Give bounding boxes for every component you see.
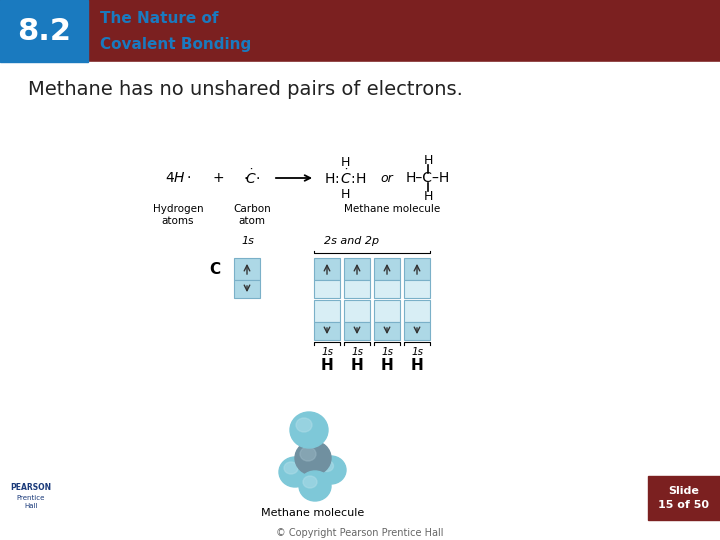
Bar <box>648 476 720 520</box>
Text: 2s and 2p: 2s and 2p <box>325 236 379 246</box>
Text: +: + <box>212 171 224 185</box>
Text: H: H <box>423 190 433 202</box>
Bar <box>374 280 400 298</box>
Polygon shape <box>0 0 65 145</box>
Polygon shape <box>490 420 720 540</box>
Bar <box>314 300 340 322</box>
Bar <box>314 322 340 340</box>
Text: C: C <box>210 261 220 276</box>
Text: Covalent Bonding: Covalent Bonding <box>100 37 251 52</box>
Text: $\cdot\!\dot{C}\!\cdot$: $\cdot\!\dot{C}\!\cdot$ <box>243 168 261 187</box>
Ellipse shape <box>296 418 312 432</box>
Text: © Copyright Pearson Prentice Hall: © Copyright Pearson Prentice Hall <box>276 528 444 538</box>
Bar <box>344 300 370 322</box>
Polygon shape <box>0 0 60 100</box>
Polygon shape <box>0 0 47 97</box>
Ellipse shape <box>320 461 333 471</box>
Bar <box>314 258 340 280</box>
Bar <box>314 280 340 298</box>
Text: Carbon
atom: Carbon atom <box>233 204 271 226</box>
Text: 8.2: 8.2 <box>17 17 71 45</box>
Bar <box>404 280 430 298</box>
Text: H: H <box>423 153 433 166</box>
Bar <box>344 280 370 298</box>
Ellipse shape <box>316 456 346 484</box>
Text: H: H <box>320 358 333 373</box>
Polygon shape <box>0 0 80 150</box>
Bar <box>404 258 430 280</box>
Bar <box>344 258 370 280</box>
Polygon shape <box>510 480 720 540</box>
Polygon shape <box>490 320 720 540</box>
Text: 1s: 1s <box>351 347 363 357</box>
Text: Prentice
Hall: Prentice Hall <box>17 496 45 509</box>
Text: H–C–H: H–C–H <box>406 171 450 185</box>
Text: H: H <box>381 358 393 373</box>
Text: Methane molecule: Methane molecule <box>344 204 440 214</box>
Bar <box>234 258 260 280</box>
Polygon shape <box>515 440 720 540</box>
Text: 1s: 1s <box>242 236 254 246</box>
Bar <box>374 258 400 280</box>
Text: Methane has no unshared pairs of electrons.: Methane has no unshared pairs of electro… <box>28 80 463 99</box>
Text: $4H\cdot$: $4H\cdot$ <box>165 171 192 185</box>
Text: H: H <box>410 358 423 373</box>
Ellipse shape <box>279 457 311 487</box>
Bar <box>404 322 430 340</box>
Bar <box>374 300 400 322</box>
Text: Single Covalent Bonds: Single Covalent Bonds <box>275 22 485 40</box>
Bar <box>0 0 720 62</box>
Text: >: > <box>252 22 268 40</box>
Ellipse shape <box>300 447 316 461</box>
Text: H: H <box>341 187 350 200</box>
Ellipse shape <box>303 476 317 488</box>
Text: H: H <box>341 156 350 168</box>
Text: The Nature of: The Nature of <box>100 11 218 26</box>
Text: 1s: 1s <box>321 347 333 357</box>
Bar <box>344 322 370 340</box>
Bar <box>4 478 59 528</box>
Ellipse shape <box>284 462 298 474</box>
Bar <box>0 0 88 62</box>
Bar <box>404 300 430 322</box>
Ellipse shape <box>290 412 328 448</box>
Text: Slide
15 of 50: Slide 15 of 50 <box>659 487 709 510</box>
Polygon shape <box>490 460 720 540</box>
Text: 1s: 1s <box>411 347 423 357</box>
Text: 1s: 1s <box>381 347 393 357</box>
Text: Methane molecule: Methane molecule <box>261 508 364 518</box>
Ellipse shape <box>299 471 331 501</box>
Text: or: or <box>381 172 393 185</box>
Bar <box>234 280 260 298</box>
Text: H: H <box>351 358 364 373</box>
Bar <box>0 62 720 540</box>
Polygon shape <box>520 350 720 540</box>
Text: Hydrogen
atoms: Hydrogen atoms <box>153 204 203 226</box>
Text: PEARSON: PEARSON <box>10 483 52 492</box>
Bar <box>374 322 400 340</box>
Text: H$\!:\!\dot{C}\!:\!$H: H$\!:\!\dot{C}\!:\!$H <box>324 168 366 187</box>
Ellipse shape <box>295 441 331 475</box>
